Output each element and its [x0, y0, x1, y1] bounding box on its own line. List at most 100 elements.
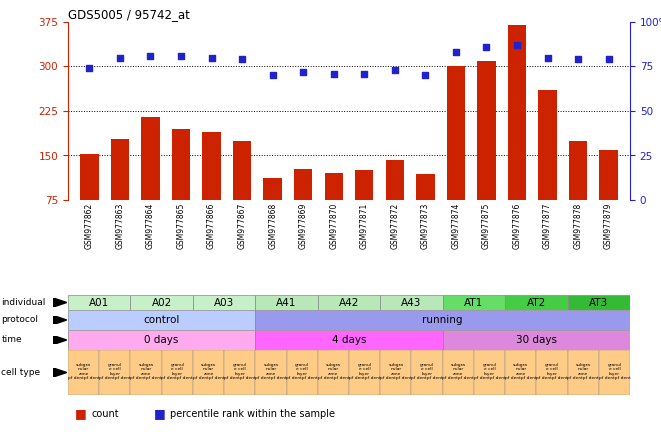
Bar [287, 350, 318, 395]
Text: subgra
nular
zone
pf dentpf dent: subgra nular zone pf dentpf dent [130, 363, 162, 380]
Bar [505, 350, 536, 395]
Bar [130, 350, 162, 395]
Bar [193, 295, 255, 310]
Text: A43: A43 [401, 297, 422, 308]
Text: granul
e cell
layer
pf dentpf dent: granul e cell layer pf dentpf dent [598, 363, 631, 380]
Text: subgra
nular
zone
pf dentpf dent: subgra nular zone pf dentpf dent [192, 363, 224, 380]
Text: GSM977877: GSM977877 [543, 203, 552, 249]
Bar [411, 350, 443, 395]
Text: ■: ■ [75, 408, 87, 420]
Bar [349, 350, 380, 395]
Bar [380, 350, 411, 395]
Point [329, 70, 339, 77]
Bar [318, 295, 380, 310]
Text: subgra
nular
zone
pf dentpf dent: subgra nular zone pf dentpf dent [567, 363, 599, 380]
Point [481, 44, 492, 51]
Text: GSM977866: GSM977866 [207, 203, 216, 249]
Text: GSM977874: GSM977874 [451, 203, 461, 249]
Text: GSM977876: GSM977876 [512, 203, 522, 249]
Bar [443, 350, 474, 395]
Text: GSM977864: GSM977864 [146, 203, 155, 249]
Bar [355, 170, 373, 200]
Bar [68, 310, 255, 330]
Bar [385, 160, 404, 200]
Text: running: running [422, 315, 463, 325]
Bar [416, 174, 434, 200]
Text: granul
e cell
layer
pf dentpf dent: granul e cell layer pf dentpf dent [411, 363, 443, 380]
Point [359, 70, 369, 77]
Text: AT3: AT3 [589, 297, 608, 308]
Point [451, 49, 461, 56]
Point [573, 56, 584, 63]
Point [237, 56, 247, 63]
Text: 0 days: 0 days [145, 335, 179, 345]
Text: cell type: cell type [1, 368, 40, 377]
Text: protocol: protocol [1, 316, 38, 325]
Point [84, 65, 95, 72]
Text: granul
e cell
layer
pf dentpf dent: granul e cell layer pf dentpf dent [286, 363, 318, 380]
Bar [536, 350, 568, 395]
Bar [255, 330, 443, 350]
Point [542, 54, 553, 61]
Text: AT2: AT2 [527, 297, 546, 308]
Text: subgra
nular
zone
pf dentpf dent: subgra nular zone pf dentpf dent [380, 363, 412, 380]
Text: GSM977871: GSM977871 [360, 203, 369, 249]
Text: A03: A03 [214, 297, 234, 308]
Bar [193, 350, 224, 395]
Text: granul
e cell
layer
pf dentpf dent: granul e cell layer pf dentpf dent [474, 363, 506, 380]
Bar [255, 350, 287, 395]
Bar [318, 350, 349, 395]
Bar [233, 141, 251, 200]
Bar [68, 330, 255, 350]
Bar [111, 139, 129, 200]
Text: subgra
nular
zone
pf dentpf dent: subgra nular zone pf dentpf dent [317, 363, 349, 380]
Bar [600, 150, 618, 200]
Text: granul
e cell
layer
pf dentpf dent: granul e cell layer pf dentpf dent [536, 363, 568, 380]
Text: GDS5005 / 95742_at: GDS5005 / 95742_at [68, 8, 190, 21]
Point [206, 54, 217, 61]
Text: subgra
nular
zone
pf dentpf dent: subgra nular zone pf dentpf dent [442, 363, 474, 380]
Text: GSM977868: GSM977868 [268, 203, 277, 249]
Text: percentile rank within the sample: percentile rank within the sample [171, 409, 335, 419]
Text: GSM977862: GSM977862 [85, 203, 94, 249]
Bar [224, 350, 255, 395]
Text: time: time [1, 336, 22, 345]
Bar [447, 67, 465, 200]
Text: GSM977865: GSM977865 [176, 203, 186, 249]
Point [420, 72, 431, 79]
Bar [68, 350, 99, 395]
Text: individual: individual [1, 298, 46, 307]
Bar [325, 173, 343, 200]
Bar [294, 169, 313, 200]
Text: 4 days: 4 days [332, 335, 366, 345]
Polygon shape [54, 316, 67, 325]
Bar [380, 295, 443, 310]
Point [176, 52, 186, 59]
Text: GSM977878: GSM977878 [574, 203, 582, 249]
Text: A02: A02 [151, 297, 172, 308]
Bar [141, 117, 159, 200]
Polygon shape [54, 298, 67, 307]
Bar [99, 350, 130, 395]
Text: subgra
nular
zone
pf dentpf dent: subgra nular zone pf dentpf dent [255, 363, 287, 380]
Bar [68, 295, 130, 310]
Bar [130, 295, 193, 310]
Bar [474, 350, 505, 395]
Text: GSM977867: GSM977867 [237, 203, 247, 249]
Point [512, 42, 522, 49]
Bar [569, 141, 587, 200]
Bar [264, 178, 282, 200]
Text: A42: A42 [339, 297, 359, 308]
Text: AT1: AT1 [464, 297, 483, 308]
Text: granul
e cell
layer
pf dentpf dent: granul e cell layer pf dentpf dent [349, 363, 381, 380]
Bar [443, 295, 505, 310]
Point [298, 68, 309, 75]
Text: granul
e cell
layer
pf dentpf dent: granul e cell layer pf dentpf dent [224, 363, 256, 380]
Point [603, 56, 614, 63]
Text: granul
e cell
layer
pf dentpf dent: granul e cell layer pf dentpf dent [99, 363, 131, 380]
Bar [255, 310, 630, 330]
Text: subgra
nular
zone
pf dentpf dent: subgra nular zone pf dentpf dent [67, 363, 100, 380]
Bar [80, 155, 98, 200]
Text: GSM977869: GSM977869 [299, 203, 307, 249]
Bar [538, 90, 557, 200]
